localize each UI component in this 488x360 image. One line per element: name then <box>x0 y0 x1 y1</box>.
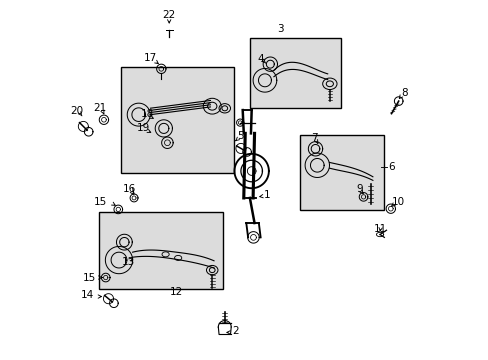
Text: 22: 22 <box>162 10 176 20</box>
Text: 5: 5 <box>236 131 243 141</box>
Text: 15: 15 <box>82 273 96 283</box>
Text: 10: 10 <box>391 197 405 207</box>
Text: 16: 16 <box>123 184 136 194</box>
Text: 19: 19 <box>137 123 150 133</box>
Text: 17: 17 <box>143 53 157 63</box>
Text: 2: 2 <box>231 326 238 336</box>
Text: 20: 20 <box>70 106 83 116</box>
Text: 18: 18 <box>140 109 153 119</box>
Bar <box>300 135 384 211</box>
Text: 14: 14 <box>81 291 94 301</box>
Text: 9: 9 <box>355 184 362 194</box>
Text: 12: 12 <box>169 287 183 297</box>
Text: 1: 1 <box>263 190 269 200</box>
Bar <box>99 212 223 289</box>
Text: 7: 7 <box>310 133 317 143</box>
Text: 8: 8 <box>400 88 407 98</box>
Text: 4: 4 <box>257 54 264 64</box>
Bar <box>121 67 233 173</box>
Text: 13: 13 <box>121 257 134 267</box>
Text: 11: 11 <box>373 225 386 234</box>
Text: 15: 15 <box>94 197 107 207</box>
Bar <box>249 39 341 108</box>
Text: 3: 3 <box>277 24 283 35</box>
Text: 6: 6 <box>387 162 394 172</box>
Text: 21: 21 <box>93 103 106 113</box>
